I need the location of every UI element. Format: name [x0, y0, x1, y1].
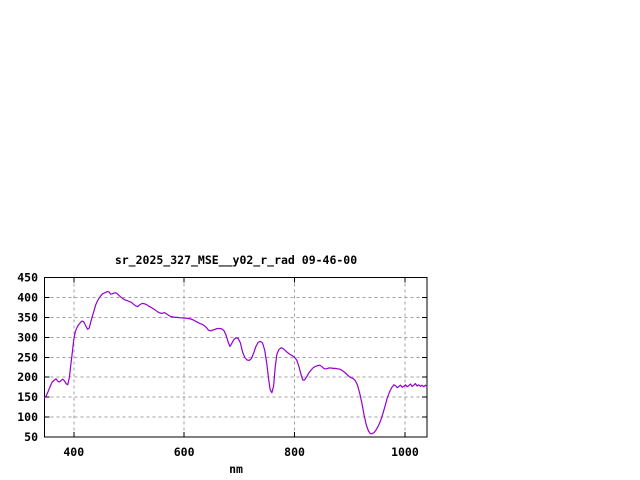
x-tick-label-600: 600 — [174, 445, 195, 459]
axis-tick-labels: 400 600 800 1000 50 100 150 200 250 300 350 400 450 — [17, 271, 419, 460]
grid-lines — [44, 277, 427, 437]
x-tick-label-800: 800 — [284, 445, 305, 459]
plot-border — [44, 277, 428, 438]
spectrum-curve-layer — [43, 290, 428, 435]
chart-title: sr_2025_327_MSE__y02_r_rad 09-46-00 — [115, 253, 357, 268]
y-tick-label-100: 100 — [17, 410, 38, 424]
y-tick-label-400: 400 — [17, 290, 38, 304]
y-tick-label-450: 450 — [17, 271, 38, 285]
x-tick-label-400: 400 — [63, 445, 84, 459]
x-axis-label: nm — [229, 462, 243, 476]
axis-ticks — [44, 277, 427, 437]
y-tick-label-300: 300 — [17, 330, 38, 344]
x-tick-label-1000: 1000 — [391, 445, 419, 459]
y-tick-label-200: 200 — [17, 370, 38, 384]
y-tick-label-350: 350 — [17, 310, 38, 324]
y-tick-label-150: 150 — [17, 390, 38, 404]
y-tick-label-250: 250 — [17, 350, 38, 364]
y-tick-label-50: 50 — [24, 430, 38, 444]
spectrum-line — [43, 290, 428, 435]
